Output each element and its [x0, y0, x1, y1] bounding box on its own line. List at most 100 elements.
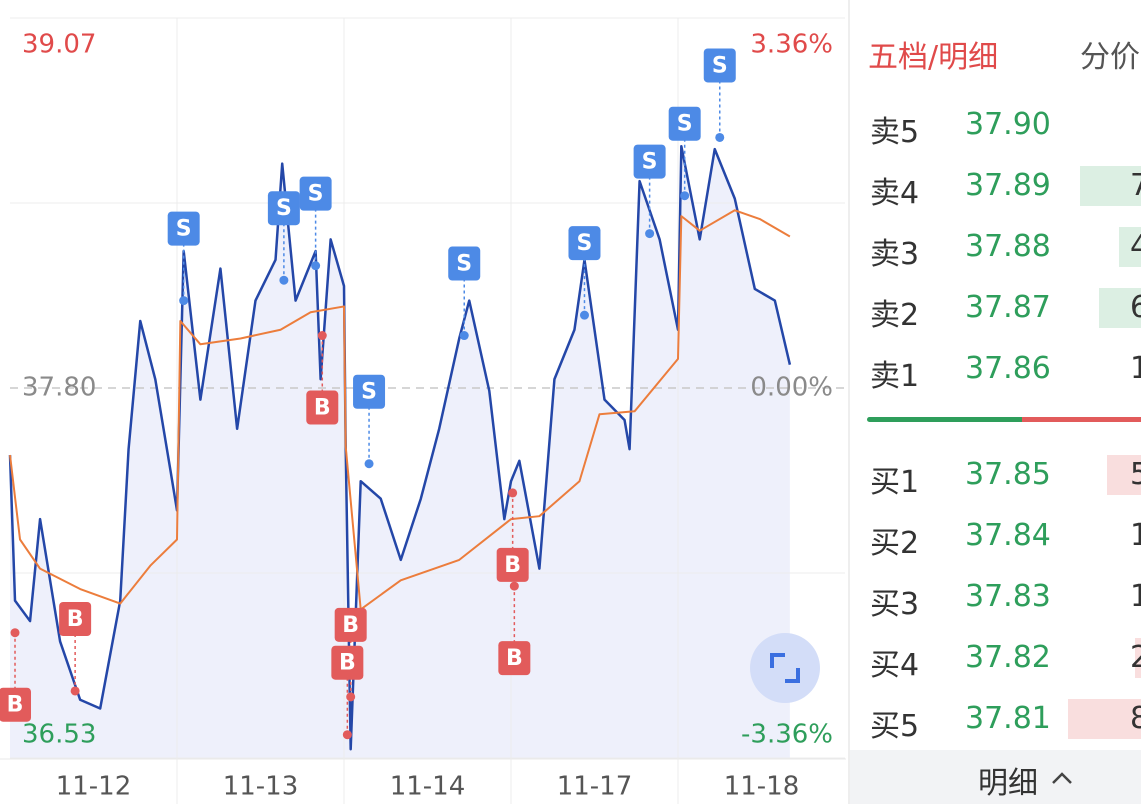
trade-dot	[317, 331, 327, 341]
marker-label: B	[67, 607, 84, 632]
volume: 5	[1130, 457, 1141, 492]
trade-marker: B	[334, 607, 367, 702]
trade-dot	[10, 628, 20, 638]
trade-marker: S	[448, 246, 481, 341]
x-tick-label: 11-13	[223, 772, 299, 802]
marker-label: S	[361, 380, 377, 405]
trade-marker: S	[568, 226, 601, 320]
ask-row: 卖4 37.89 7	[850, 164, 1141, 211]
y-tick-label: 36.53	[22, 720, 96, 750]
x-tick-label: 11-14	[390, 772, 466, 802]
marker-label: B	[342, 613, 359, 638]
trade-marker: B	[306, 331, 339, 425]
marker-label: B	[504, 553, 521, 578]
bid-row: 买4 37.82 2	[850, 636, 1141, 683]
volume: 1	[1130, 518, 1141, 553]
expand-circle[interactable]	[750, 633, 820, 703]
volume: 2	[1130, 640, 1141, 675]
price: 37.81	[965, 701, 1051, 736]
bid-row: 买5 37.81 8	[850, 697, 1141, 744]
marker-box	[496, 547, 529, 582]
marker-label: S	[176, 217, 192, 242]
row-label: 卖5	[870, 115, 920, 150]
marker-label: S	[712, 53, 728, 78]
price: 37.89	[965, 168, 1051, 203]
button-label[interactable]: 明细	[978, 766, 1038, 801]
price: 37.86	[965, 351, 1051, 386]
marker-label: S	[308, 182, 324, 207]
marker-box	[448, 246, 481, 281]
marker-box	[668, 106, 701, 141]
expand-button[interactable]	[750, 633, 820, 703]
volume-bar	[1135, 638, 1141, 678]
chart: 39.07 37.80 36.53 3.36% 0.00% -3.36% 11-12 11-1…	[0, 17, 846, 804]
trade-marker: S	[299, 176, 332, 271]
order-book: 五档/明细 分价 卖5 37.90 卖4 37.89 7 卖3 37.88 4 卖2 37.…	[848, 0, 1141, 804]
tab[interactable]: 分价	[1080, 40, 1140, 75]
volume: 1	[1130, 351, 1141, 386]
line	[8, 144, 792, 751]
marker-box	[267, 191, 300, 226]
marker-box	[568, 226, 601, 261]
marker-label: B	[339, 651, 356, 676]
bid-row: 买1 37.85 5	[850, 453, 1141, 500]
trade-dot	[342, 730, 352, 740]
trade-marker: B	[0, 628, 32, 722]
ask-row: 卖3 37.88 4	[850, 225, 1141, 272]
trade-dot	[311, 261, 321, 271]
trade-dot	[645, 229, 655, 239]
y2-tick-label: 3.36%	[750, 30, 833, 60]
ask-row: 卖5 37.90	[850, 103, 1141, 150]
row-label: 卖4	[870, 176, 920, 211]
trade-dot	[509, 581, 519, 591]
volume-bar	[1099, 288, 1141, 328]
volume: 1	[1130, 579, 1141, 614]
marker-box	[59, 601, 92, 636]
trade-dot	[179, 296, 189, 306]
trade-marker: S	[167, 211, 200, 306]
row-label: 卖1	[870, 359, 920, 394]
marker-label: B	[506, 646, 523, 671]
marker-box	[331, 645, 364, 680]
tab[interactable]: 五档/明细	[868, 40, 999, 75]
volume: 6	[1130, 290, 1141, 325]
price: 37.83	[965, 579, 1051, 614]
trade-dot	[346, 692, 356, 702]
trade-dot	[70, 686, 80, 696]
marker-box	[334, 607, 367, 642]
expand-icon[interactable]	[770, 653, 785, 668]
price: 37.85	[965, 457, 1051, 492]
row-label: 卖2	[870, 298, 920, 333]
y-tick-label: 37.80	[22, 373, 96, 403]
trade-marker: S	[633, 144, 666, 239]
marker-box	[299, 176, 332, 211]
price: 37.84	[965, 518, 1051, 553]
line	[9, 209, 791, 611]
chevron-icon[interactable]	[1050, 770, 1074, 786]
trade-marker: S	[668, 106, 701, 201]
volume: 4	[1130, 229, 1141, 264]
marker-label: S	[642, 150, 658, 175]
marker-box	[0, 687, 32, 722]
trade-dot	[715, 132, 725, 142]
trade-dot	[680, 191, 690, 201]
detail-button[interactable]: 明细	[850, 750, 1141, 804]
price: 37.90	[965, 107, 1051, 142]
trade-marker: B	[59, 601, 92, 696]
trade-marker: S	[703, 48, 736, 142]
marker-box	[167, 211, 200, 246]
expand-icon[interactable]	[785, 668, 800, 683]
trade-dot	[579, 310, 589, 320]
row-label: 买1	[870, 465, 920, 500]
volume: 8	[1130, 701, 1141, 736]
row-label: 买2	[870, 526, 920, 561]
trade-dot	[279, 275, 289, 285]
row-label: 卖3	[870, 237, 920, 272]
trade-dot	[459, 331, 469, 341]
marker-label: B	[314, 396, 331, 421]
volume-bar	[1080, 166, 1141, 206]
marker-label: S	[677, 112, 693, 137]
price: 37.82	[965, 640, 1051, 675]
marker-label: S	[276, 196, 292, 221]
